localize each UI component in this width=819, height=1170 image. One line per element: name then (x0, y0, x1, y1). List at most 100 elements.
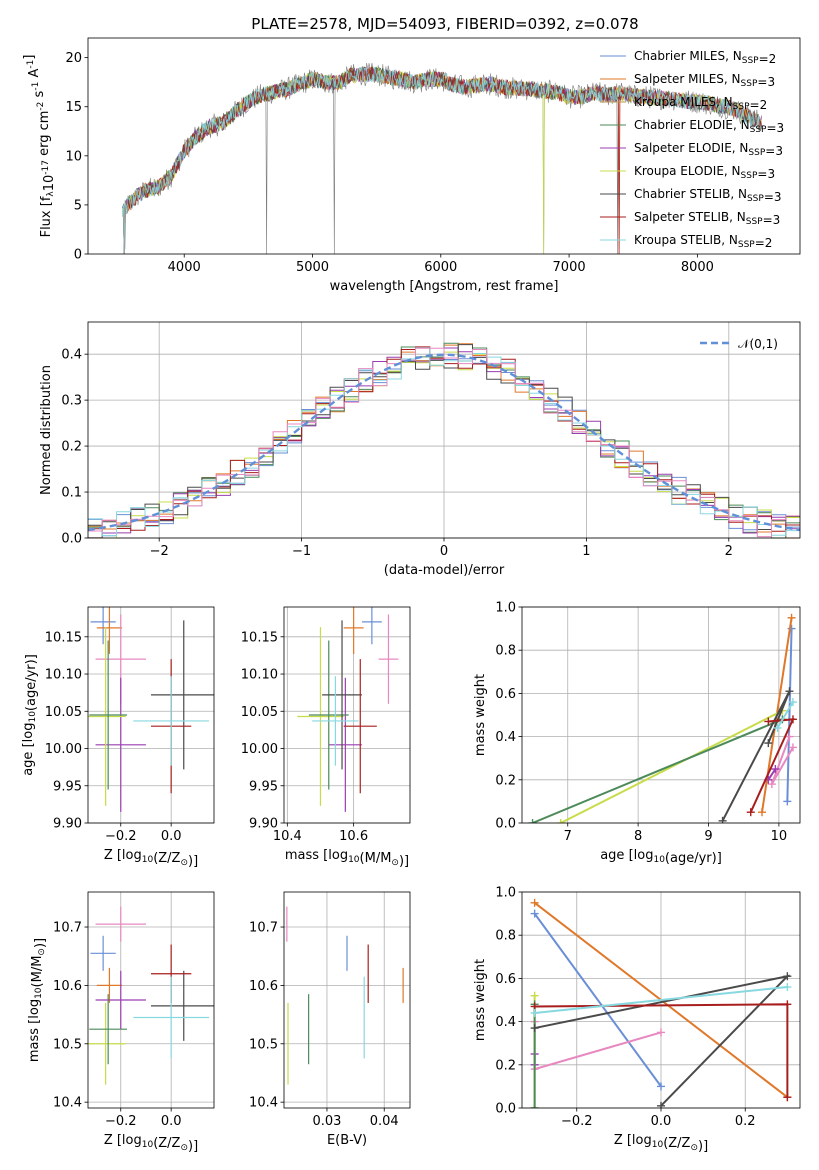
y-tick-label: 0.8 (495, 644, 516, 659)
label-text: (age/yr)] (665, 851, 722, 866)
x-tick-label: 10.4 (273, 829, 302, 844)
x-tick-label: −0.2 (105, 1114, 137, 1129)
chart-mass-vs-ebv: 0.03 0.04 10.4 10.5 10.6 10.7 E(B-V) (249, 892, 410, 1148)
x-tick-label: 0.2 (735, 1114, 756, 1129)
y-tick-label: 10.4 (249, 1096, 278, 1111)
x-tick-label: 0.04 (370, 1114, 399, 1129)
x-axis-label: Z [log10(Z/Z⊙)] (104, 1133, 198, 1154)
y-tick-label: 0.2 (61, 440, 82, 455)
y-tick-label: 9.95 (53, 779, 82, 794)
label-script: SSP (741, 171, 758, 181)
label-text: )] (188, 1139, 198, 1154)
label-text: =3 (763, 213, 781, 227)
y-tick-label: 0 (74, 248, 82, 263)
clipped-area (88, 607, 214, 812)
y-tick-label: 0.6 (495, 687, 516, 702)
x-axis-label: age [log10(age/yr)] (600, 848, 722, 866)
legend: Chabrier MILES, NSSP=2 Salpeter MILES, NS… (600, 49, 784, 250)
y-tick-label: 1.0 (495, 601, 516, 616)
label-script: -1 (26, 60, 36, 69)
label-text: mass [log (285, 848, 348, 863)
axes-frame (521, 606, 801, 824)
label-text: =2 (755, 236, 773, 250)
chart-weight-vs-Z: −0.2 0.0 0.2 0.0 0.2 0.4 0.6 0.8 1.0 Z [log10(Z/Z… (473, 886, 800, 1154)
label-text: mass weight (473, 674, 488, 756)
label-text: (Z/Z (663, 1136, 690, 1151)
label-text: =2 (750, 98, 768, 112)
plot-area (286, 906, 404, 1085)
axes-frame (87, 37, 801, 255)
axes-frame (283, 891, 411, 1109)
ssp-line (776, 701, 794, 729)
label-script: 10 (34, 987, 44, 999)
y-tick-label: 10.4 (53, 1096, 82, 1111)
label-text: E(B-V) (327, 1133, 367, 1148)
label-text: (M/M (30, 956, 45, 988)
label-text: =3 (757, 75, 775, 89)
label-text: =2 (759, 52, 777, 66)
x-axis-label: (data-model)/error (384, 563, 505, 578)
clipped-area (528, 613, 797, 823)
label-script: 10 (28, 711, 38, 723)
legend-label: Salpeter MILES, NSSP=3 (634, 72, 775, 89)
label-text: Chabrier ELODIE, N (634, 118, 750, 132)
y-tick-label: 1.0 (495, 886, 516, 901)
x-tick-label: 0.0 (161, 829, 182, 844)
legend-label: Kroupa ELODIE, NSSP=3 (634, 164, 775, 181)
y-tick-label: 5 (74, 198, 82, 213)
label-script: -2 (36, 102, 46, 111)
legend-label: Kroupa MILES, NSSP=2 (634, 95, 767, 112)
clipped-area (297, 607, 399, 812)
y-tick-label: 0.0 (61, 532, 82, 547)
x-tick-label: 5000 (296, 260, 329, 275)
plot-area (528, 613, 797, 823)
y-axis-label: Flux [fλ10-17 erg cm-2 s-1 A-1] (22, 55, 57, 238)
y-tick-label: 9.95 (249, 779, 278, 794)
legend-label: Chabrier ELODIE, NSSP=3 (634, 118, 784, 135)
label-text: Normed distribution (39, 365, 54, 495)
label-script: -1 (31, 82, 41, 91)
label-script: 10 (652, 1140, 664, 1150)
label-text: wavelength [Angstrom, rest frame] (330, 279, 559, 294)
label-text: =3 (766, 121, 784, 135)
y-tick-label: 10.05 (241, 705, 278, 720)
x-tick-label: 7000 (553, 260, 586, 275)
x-tick-label: 9 (704, 829, 712, 844)
clipped-area (530, 898, 792, 1108)
x-tick-label: 0 (440, 544, 448, 559)
y-tick-label: 10.00 (241, 742, 278, 757)
plot-area (297, 607, 399, 812)
y-tick-label: 9.90 (249, 817, 278, 832)
label-text: (age/yr)] (24, 654, 39, 711)
ssp-line (767, 768, 777, 781)
legend-label: Chabrier MILES, NSSP=2 (634, 49, 776, 66)
label-text: Salpeter STELIB, N (634, 210, 746, 224)
x-tick-label: 2 (725, 544, 733, 559)
label-script: SSP (741, 79, 758, 89)
y-tick-label: 0.2 (495, 773, 516, 788)
label-script: 10 (142, 855, 154, 865)
label-text: age [log (600, 848, 653, 863)
label-script: SSP (748, 148, 765, 158)
y-tick-label: 0.0 (495, 1102, 516, 1117)
legend-label: Kroupa STELIB, NSSP=2 (634, 233, 772, 250)
x-tick-label: 7 (564, 829, 572, 844)
chart-age-vs-mass: 10.4 10.6 9.90 9.95 10.00 10.05 10.10 10.15 mass… (241, 607, 410, 869)
chart-age-vs-Z: −0.2 0.0 9.90 9.95 10.00 10.05 10.10 10.15 Z [lo… (21, 607, 214, 869)
ssp-line (532, 718, 783, 823)
x-tick-label: 0.0 (161, 1114, 182, 1129)
y-tick-label: 0.3 (61, 394, 82, 409)
x-axis-label: mass [log10(M/M⊙)] (285, 848, 409, 869)
y-tick-label: 10.10 (241, 668, 278, 683)
ssp-line (533, 913, 662, 1087)
y-tick-label: 0.0 (495, 817, 516, 832)
y-tick-label: 10.05 (45, 705, 82, 720)
y-tick-label: 0.4 (495, 730, 516, 745)
label-text: erg cm (37, 111, 52, 160)
x-tick-label: 10.6 (339, 829, 368, 844)
legend-label: 𝒩(0,1) (738, 337, 778, 351)
axes-frame (521, 891, 801, 1109)
y-tick-label: 0.2 (495, 1058, 516, 1073)
label-script: 10 (142, 1140, 154, 1150)
y-tick-label: 10.15 (241, 630, 278, 645)
